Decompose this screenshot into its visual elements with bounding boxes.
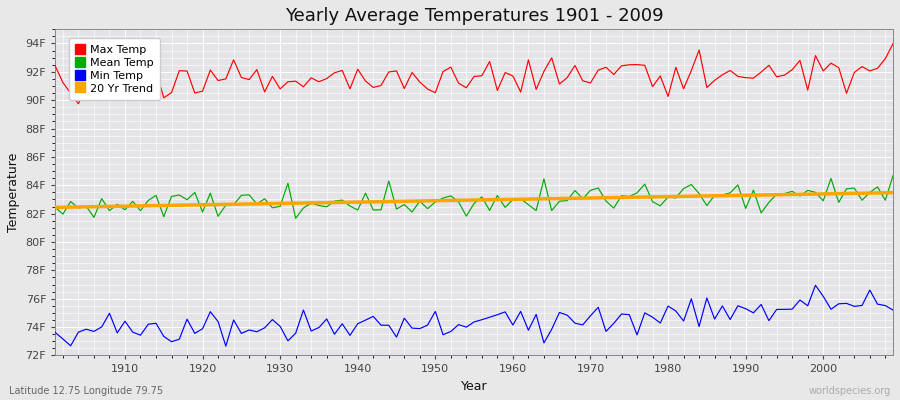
X-axis label: Year: Year [461,380,488,393]
Title: Yearly Average Temperatures 1901 - 2009: Yearly Average Temperatures 1901 - 2009 [284,7,663,25]
Text: worldspecies.org: worldspecies.org [809,386,891,396]
Legend: Max Temp, Mean Temp, Min Temp, 20 Yr Trend: Max Temp, Mean Temp, Min Temp, 20 Yr Tre… [69,38,160,100]
Text: Latitude 12.75 Longitude 79.75: Latitude 12.75 Longitude 79.75 [9,386,163,396]
Y-axis label: Temperature: Temperature [7,153,20,232]
